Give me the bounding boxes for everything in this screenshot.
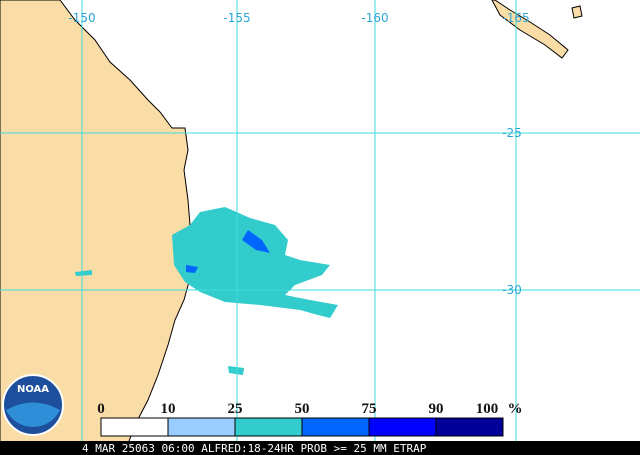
probability-area	[228, 366, 244, 375]
legend-unit: %	[508, 401, 523, 417]
island	[571, 5, 583, 19]
legend-swatch	[100, 417, 169, 437]
legend-swatch	[167, 417, 236, 437]
legend-swatch	[435, 417, 504, 437]
footer-text: 4 MAR 25063 06:00 ALFRED:18-24HR PROB >=…	[82, 442, 427, 455]
probability-area	[186, 265, 198, 273]
lon-label: -155	[223, 11, 250, 25]
legend-swatch	[368, 417, 437, 437]
land	[0, 0, 193, 455]
footer-bar	[0, 441, 640, 455]
island	[491, 0, 569, 59]
legend-label: 25	[228, 401, 243, 417]
lon-label: -165	[502, 11, 529, 25]
logo-wave	[6, 402, 60, 427]
lat-label: -30	[502, 283, 522, 297]
legend-label: 90	[429, 401, 444, 417]
legend-label: 10	[161, 401, 176, 417]
lon-label: -150	[68, 11, 95, 25]
legend-label: 0	[97, 401, 105, 417]
legend-label: 100	[476, 401, 499, 417]
logo-text: NOAA	[17, 384, 49, 395]
legend-label: 50	[295, 401, 310, 417]
lon-label: -160	[361, 11, 388, 25]
legend-swatch	[234, 417, 303, 437]
lat-label: -25	[502, 126, 522, 140]
legend-label: 75	[362, 401, 377, 417]
legend-swatch	[301, 417, 370, 437]
probability-area	[75, 270, 92, 276]
probability-area	[172, 207, 338, 318]
probability-area	[242, 230, 270, 253]
